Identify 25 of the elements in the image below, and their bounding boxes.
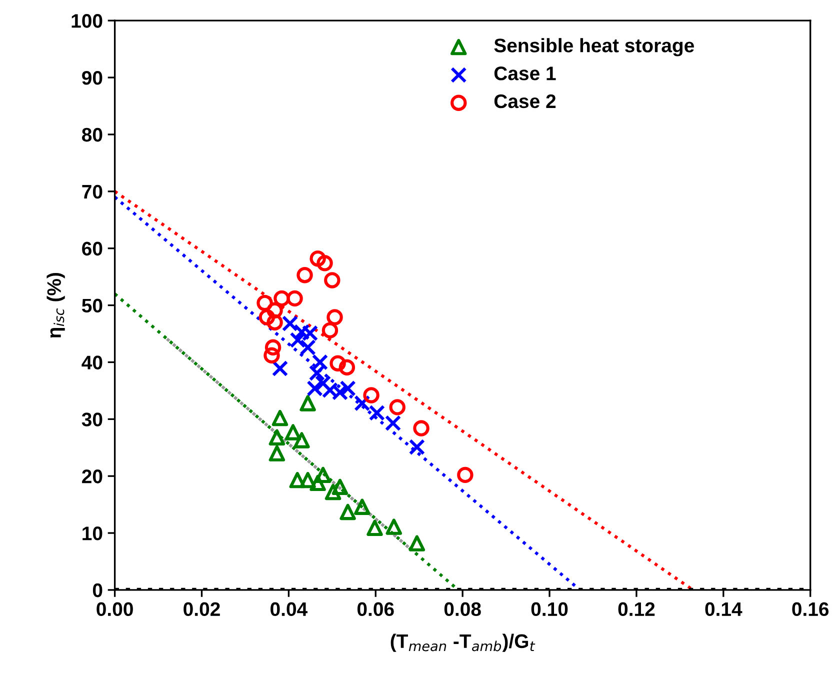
x-tick-label: 0.06 — [357, 602, 394, 616]
x-tick-label: 0.16 — [792, 602, 829, 616]
x-tick-label: 0.10 — [531, 602, 568, 616]
y-tick-label: 60 — [82, 242, 102, 256]
y-tick-label: 100 — [72, 14, 102, 28]
legend-label: Case 2 — [494, 94, 556, 108]
y-tick-label: 20 — [82, 470, 102, 484]
x-tick-label: 0.00 — [96, 602, 133, 616]
legend-label: Case 1 — [494, 66, 556, 80]
y-tick-label: 50 — [82, 298, 102, 313]
y-tick-label: 10 — [82, 526, 102, 540]
y-tick-label: 80 — [82, 128, 102, 142]
x-tick-label: 0.08 — [444, 602, 481, 616]
legend-label: Sensible heat storage — [494, 38, 694, 56]
y-tick-label: 30 — [82, 412, 102, 426]
y-tick-label: 0 — [92, 583, 102, 598]
y-tick-label: 90 — [82, 70, 102, 85]
x-tick-label: 0.12 — [618, 602, 655, 616]
y-tick-label: 40 — [82, 356, 102, 370]
y-axis-title: η$_{isc}$ (%) — [46, 272, 65, 338]
x-axis-title: (T$_{mean}$ -T$_{amb}$)/G$_{t}$ — [390, 634, 536, 652]
x-tick-label: 0.04 — [270, 602, 308, 616]
y-tick-label: 70 — [82, 184, 102, 199]
x-tick-label: 0.14 — [705, 602, 742, 616]
x-tick-label: 0.02 — [184, 602, 220, 616]
